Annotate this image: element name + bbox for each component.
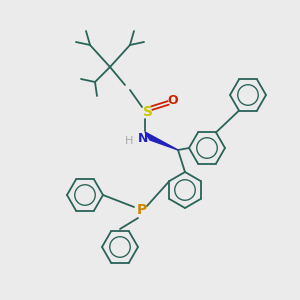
Polygon shape	[145, 132, 178, 150]
Text: O: O	[168, 94, 178, 106]
Text: S: S	[143, 105, 153, 119]
Text: P: P	[137, 203, 147, 217]
Text: H: H	[125, 136, 133, 146]
Text: N: N	[138, 131, 148, 145]
